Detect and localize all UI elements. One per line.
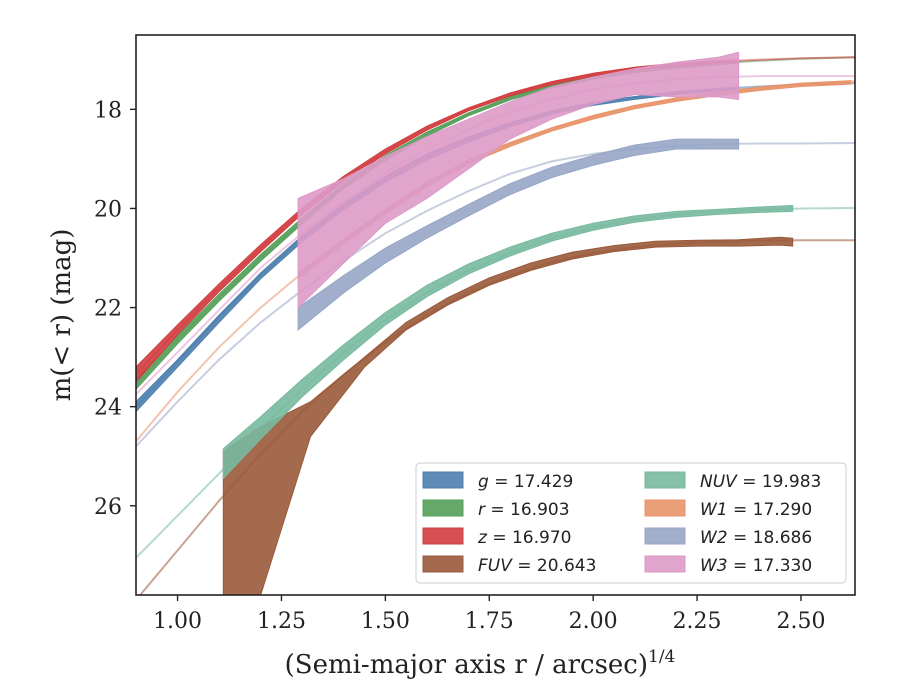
x-tick-label: 1.50	[361, 609, 410, 634]
x-tick-label: 2.25	[673, 609, 722, 634]
legend-swatch	[644, 527, 686, 545]
legend-item-z: z = 16.970	[422, 527, 571, 548]
y-tick-label: 24	[94, 396, 122, 421]
legend-label: NUV = 19.983	[700, 472, 821, 492]
y-tick-label: 26	[94, 495, 122, 520]
y-axis: 18 20 22 24 26	[94, 98, 136, 520]
series-band-w3	[297, 51, 740, 309]
legend-box	[415, 462, 847, 584]
legend-label: z = 16.970	[477, 528, 571, 548]
x-tick-label: 1.75	[465, 609, 514, 634]
legend-swatch	[644, 471, 686, 489]
x-tick-label: 1.00	[153, 609, 202, 634]
x-tick-label: 1.25	[257, 609, 306, 634]
series-band-nuv	[222, 204, 794, 480]
y-axis-label: m(< r) (mag)	[47, 229, 77, 402]
legend-item-w3: W3 = 17.330	[644, 555, 812, 576]
legend-swatch	[422, 555, 464, 573]
legend-item-w1: W1 = 17.290	[644, 499, 812, 520]
y-tick-label: 20	[94, 197, 122, 222]
x-tick-label: 2.00	[569, 609, 618, 634]
legend-label: W1 = 17.290	[700, 500, 812, 520]
legend-swatch	[422, 471, 464, 489]
legend-swatch	[422, 527, 464, 545]
legend-label: r = 16.903	[478, 500, 570, 520]
legend-label: g = 17.429	[478, 472, 573, 492]
series-band-w2	[297, 138, 740, 331]
legend-item-nuv: NUV = 19.983	[644, 471, 821, 492]
y-tick-label: 18	[94, 98, 122, 123]
legend-label: W3 = 17.330	[700, 556, 812, 576]
legend-swatch	[644, 555, 686, 573]
series-band-fuv	[222, 236, 794, 595]
legend-item-fuv: FUV = 20.643	[422, 555, 596, 576]
legend-label: W2 = 18.686	[700, 528, 812, 548]
x-tick-label: 2.50	[776, 609, 825, 634]
legend-swatch	[422, 499, 464, 517]
plot-frame	[135, 34, 856, 596]
legend-label: FUV = 20.643	[478, 556, 596, 576]
legend: g = 17.429 r = 16.903 z = 16.970 FUV = 20.6…	[415, 462, 847, 584]
x-axis-label: (Semi-major axis r / arcsec)1/4	[285, 647, 676, 680]
legend-item-r: r = 16.903	[422, 499, 570, 520]
plot-area	[136, 51, 855, 595]
profile-bands	[136, 51, 852, 595]
legend-item-w2: W2 = 18.686	[644, 527, 812, 548]
y-tick-label: 22	[94, 297, 122, 322]
legend-swatch	[644, 499, 686, 517]
series-line-r	[136, 56, 855, 386]
legend-item-g: g = 17.429	[422, 471, 573, 492]
x-axis: 1.00 1.25 1.50 1.75 2.00 2.25 2.50	[153, 595, 825, 634]
